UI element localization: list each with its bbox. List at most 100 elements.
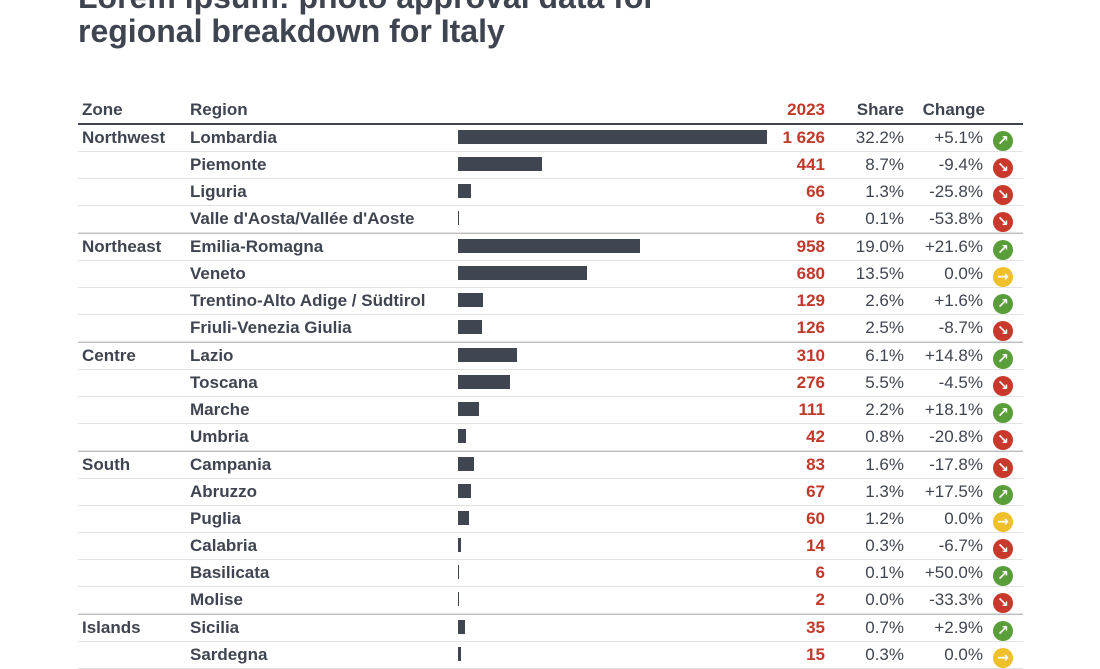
value-bar [458, 348, 517, 362]
share-label: 0.1% [865, 209, 904, 228]
header-change: Change [922, 100, 985, 119]
value-bar [458, 320, 482, 334]
region-label: Sardegna [190, 645, 268, 664]
share-label: 8.7% [865, 155, 904, 174]
regional-table: Zone Region 2023 Share Change Northwest L… [78, 96, 1023, 669]
table-row: Centre Lazio 310 6.1% +14.8% ↗ [78, 342, 1023, 370]
chart-title-line1: Lorem ipsum: photo approval data for [78, 0, 898, 16]
change-label: 0.0% [944, 509, 983, 528]
change-label: -53.8% [929, 209, 983, 228]
value-label: 958 [796, 237, 825, 256]
change-label: +50.0% [924, 563, 983, 582]
share-label: 32.2% [855, 128, 904, 147]
table-row: Molise 2 0.0% -33.3% ↘ [78, 587, 1023, 614]
change-label: +5.1% [934, 128, 983, 147]
table-row: Friuli-Venezia Giulia 126 2.5% -8.7% ↘ [78, 315, 1023, 342]
table-row: Piemonte 441 8.7% -9.4% ↘ [78, 152, 1023, 179]
value-label: 129 [796, 291, 825, 310]
arrow-up-icon: ↗ [993, 566, 1013, 586]
region-label: Liguria [190, 182, 247, 201]
arrow-up-icon: ↗ [993, 485, 1013, 505]
table-body: Northwest Lombardia 1 626 32.2% +5.1% ↗ Piemon… [78, 125, 1023, 669]
region-label: Valle d'Aosta/Vallée d'Aoste [190, 209, 415, 228]
table-row: Sardegna 15 0.3% 0.0% → [78, 642, 1023, 669]
table-row: Toscana 276 5.5% -4.5% ↘ [78, 370, 1023, 397]
arrow-up-icon: ↗ [993, 294, 1013, 314]
region-label: Lombardia [190, 128, 277, 147]
arrow-down-icon: ↘ [993, 376, 1013, 396]
region-label: Lazio [190, 346, 234, 365]
table-row: Northeast Emilia-Romagna 958 19.0% +21.6% ↗ [78, 233, 1023, 261]
change-label: +1.6% [934, 291, 983, 310]
region-label: Marche [190, 400, 250, 419]
value-label: 42 [806, 427, 825, 446]
value-bar [458, 511, 470, 525]
value-bar [458, 184, 471, 198]
value-label: 6 [815, 209, 825, 228]
value-bar [458, 484, 471, 498]
table-row: Trentino-Alto Adige / Südtirol 129 2.6% +1.… [78, 288, 1023, 315]
share-label: 0.8% [865, 427, 904, 446]
arrow-down-icon: ↘ [993, 593, 1013, 613]
arrow-flat-icon: → [993, 512, 1013, 532]
arrow-down-icon: ↘ [993, 430, 1013, 450]
share-label: 6.1% [865, 346, 904, 365]
value-bar [458, 130, 767, 144]
region-label: Friuli-Venezia Giulia [190, 318, 352, 337]
chart-title-line2: regional breakdown for Italy [78, 13, 505, 49]
zone-label: South [82, 455, 131, 474]
change-label: -20.8% [929, 427, 983, 446]
arrow-down-icon: ↘ [993, 321, 1013, 341]
value-bar [458, 647, 461, 661]
value-label: 111 [798, 400, 826, 419]
region-label: Toscana [190, 373, 258, 392]
region-label: Piemonte [190, 155, 267, 174]
share-label: 19.0% [855, 237, 904, 256]
region-label: Trentino-Alto Adige / Südtirol [190, 291, 426, 310]
value-label: 60 [806, 509, 825, 528]
table-row: Puglia 60 1.2% 0.0% → [78, 506, 1023, 533]
value-label: 2 [815, 590, 825, 609]
table-row: Umbria 42 0.8% -20.8% ↘ [78, 424, 1023, 451]
value-bar [458, 457, 474, 471]
share-label: 1.3% [865, 182, 904, 201]
arrow-flat-icon: → [993, 648, 1013, 668]
arrow-up-icon: ↗ [993, 240, 1013, 260]
table-row: Basilicata 6 0.1% +50.0% ↗ [78, 560, 1023, 587]
share-label: 0.7% [865, 618, 904, 637]
header-share: Share [856, 100, 904, 119]
region-label: Umbria [190, 427, 249, 446]
value-bar [458, 592, 459, 606]
change-label: +2.9% [934, 618, 983, 637]
change-label: +18.1% [924, 400, 983, 419]
zone-label: Northeast [82, 237, 162, 256]
change-label: -6.7% [938, 536, 983, 555]
change-label: +21.6% [924, 237, 983, 256]
share-label: 2.6% [865, 291, 904, 310]
value-label: 67 [806, 482, 825, 501]
value-label: 6 [815, 563, 825, 582]
region-label: Basilicata [190, 563, 270, 582]
change-label: +17.5% [924, 482, 983, 501]
region-label: Molise [190, 590, 243, 609]
value-label: 276 [796, 373, 825, 392]
value-label: 15 [806, 645, 825, 664]
share-label: 0.1% [865, 563, 904, 582]
region-label: Campania [190, 455, 272, 474]
share-label: 13.5% [855, 264, 904, 283]
value-bar [458, 429, 466, 443]
share-label: 1.2% [865, 509, 904, 528]
table-row: South Campania 83 1.6% -17.8% ↘ [78, 451, 1023, 479]
arrow-up-icon: ↗ [993, 349, 1013, 369]
value-bar [458, 565, 460, 579]
value-label: 14 [806, 536, 825, 555]
table-row: Veneto 680 13.5% 0.0% → [78, 261, 1023, 288]
value-label: 441 [796, 155, 825, 174]
header-zone: Zone [82, 100, 123, 119]
share-label: 1.6% [865, 455, 904, 474]
table-row: Marche 111 2.2% +18.1% ↗ [78, 397, 1023, 424]
value-bar [458, 293, 483, 307]
table-row: Abruzzo 67 1.3% +17.5% ↗ [78, 479, 1023, 506]
region-label: Puglia [190, 509, 242, 528]
value-bar [458, 157, 542, 171]
